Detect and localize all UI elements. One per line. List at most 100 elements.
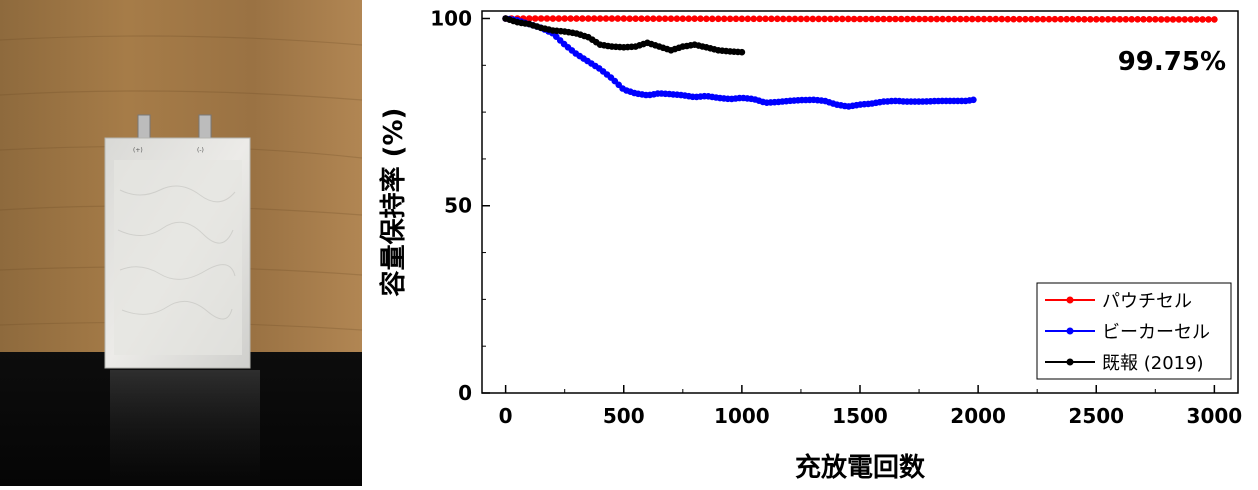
x-tick-label: 3000	[1187, 404, 1243, 428]
tab-label-positive: (+)	[133, 147, 143, 154]
data-point-pouch	[549, 15, 557, 22]
data-point-pouch	[750, 15, 757, 23]
data-point-previous	[738, 48, 746, 56]
data-point-pouch	[726, 15, 734, 23]
data-point-pouch	[614, 15, 622, 22]
data-point-pouch	[1187, 16, 1195, 23]
data-point-pouch	[626, 15, 633, 22]
data-point-pouch	[1051, 15, 1059, 23]
data-point-pouch	[673, 15, 681, 22]
chart-svg: 0 50 100 0 500 1000 1500 2000 2500 3000 99.75% 充…	[378, 6, 1243, 483]
data-point-pouch	[898, 15, 905, 23]
data-point-pouch	[720, 15, 728, 23]
data-point-pouch	[1093, 15, 1100, 23]
y-tick-label: 0	[458, 381, 472, 405]
data-point-pouch	[744, 15, 752, 23]
tab-label-negative: (-)	[197, 147, 204, 154]
y-tick-label: 100	[430, 6, 472, 30]
data-point-pouch	[1122, 15, 1130, 23]
data-point-pouch	[1152, 15, 1159, 23]
data-point-pouch	[661, 15, 669, 22]
data-point-pouch	[1205, 16, 1212, 23]
data-point-pouch	[555, 15, 563, 22]
data-point-pouch	[650, 15, 657, 22]
data-point-pouch	[602, 15, 610, 22]
pouch-inner	[114, 160, 242, 355]
x-ticks: 0 500 1000 1500 2000 2500 3000	[499, 385, 1243, 428]
data-point-pouch	[856, 15, 864, 23]
y-axis-label: 容量保持率 (%)	[378, 108, 409, 297]
data-point-pouch	[655, 15, 663, 22]
data-point-pouch	[715, 15, 722, 23]
data-point-pouch	[815, 15, 822, 23]
data-point-pouch	[957, 15, 964, 23]
data-point-pouch	[1134, 15, 1141, 23]
data-point-pouch	[1163, 16, 1171, 23]
data-point-beaker	[970, 96, 977, 104]
data-point-pouch	[921, 15, 929, 23]
data-point-pouch	[974, 15, 982, 23]
data-point-pouch	[1022, 15, 1029, 23]
data-point-pouch	[986, 15, 994, 23]
data-point-pouch	[1075, 15, 1082, 23]
data-point-pouch	[945, 15, 952, 23]
data-point-pouch	[951, 15, 958, 23]
data-point-pouch	[1116, 15, 1124, 23]
data-point-pouch	[892, 15, 899, 23]
legend-item-beaker: ビーカーセル	[1045, 322, 1210, 343]
legend-label-beaker: ビーカーセル	[1102, 322, 1210, 343]
data-point-pouch	[768, 15, 775, 23]
data-point-pouch	[1033, 15, 1041, 23]
data-point-pouch	[703, 15, 710, 23]
x-tick-label: 500	[603, 404, 645, 428]
data-point-pouch	[691, 15, 698, 22]
data-point-pouch	[1028, 15, 1035, 23]
annotation-retention: 99.75%	[1118, 47, 1226, 77]
data-point-pouch	[526, 15, 533, 22]
data-point-pouch	[1057, 15, 1065, 23]
x-tick-label: 0	[499, 404, 513, 428]
y-tick-label: 50	[444, 194, 472, 218]
data-point-pouch	[756, 15, 763, 23]
data-point-pouch	[909, 15, 917, 23]
data-point-pouch	[1157, 16, 1165, 23]
data-point-pouch	[1169, 16, 1177, 23]
data-point-pouch	[667, 15, 675, 22]
legend-item-pouch: パウチセル	[1045, 291, 1192, 312]
data-point-pouch	[850, 15, 858, 23]
series-pouch	[502, 15, 1218, 23]
data-point-pouch	[644, 15, 651, 22]
data-point-pouch	[573, 15, 580, 22]
data-point-pouch	[1146, 15, 1153, 23]
legend-marker-pouch	[1066, 296, 1074, 304]
data-point-pouch	[590, 15, 598, 22]
data-point-pouch	[933, 15, 941, 23]
data-point-pouch	[1110, 15, 1118, 23]
data-point-pouch	[839, 15, 846, 23]
pouch-reflection	[110, 370, 260, 480]
data-point-pouch	[738, 15, 746, 23]
data-point-pouch	[620, 15, 628, 22]
series-layer	[502, 15, 1218, 110]
data-point-pouch	[1016, 15, 1023, 23]
legend-marker-beaker	[1066, 327, 1074, 335]
capacity-retention-chart: 0 50 100 0 500 1000 1500 2000 2500 3000 99.75% 充…	[362, 0, 1258, 486]
data-point-pouch	[1199, 16, 1206, 23]
x-tick-label: 1000	[714, 404, 770, 428]
pouch-cell-photo-image: (+) (-)	[0, 0, 362, 486]
data-point-pouch	[1063, 15, 1070, 23]
data-point-pouch	[927, 15, 935, 23]
legend: パウチセル ビーカーセル 既報 (2019)	[1036, 282, 1232, 380]
data-point-pouch	[531, 15, 539, 22]
data-point-pouch	[1004, 15, 1011, 23]
data-point-pouch	[904, 15, 911, 23]
data-point-pouch	[608, 15, 616, 22]
data-point-pouch	[632, 15, 639, 22]
data-point-pouch	[1010, 15, 1017, 23]
data-point-pouch	[1039, 15, 1047, 23]
data-point-pouch	[844, 15, 852, 23]
data-point-pouch	[1193, 16, 1200, 23]
data-point-pouch	[998, 15, 1006, 23]
series-beaker	[502, 15, 977, 110]
data-point-pouch	[791, 15, 799, 23]
